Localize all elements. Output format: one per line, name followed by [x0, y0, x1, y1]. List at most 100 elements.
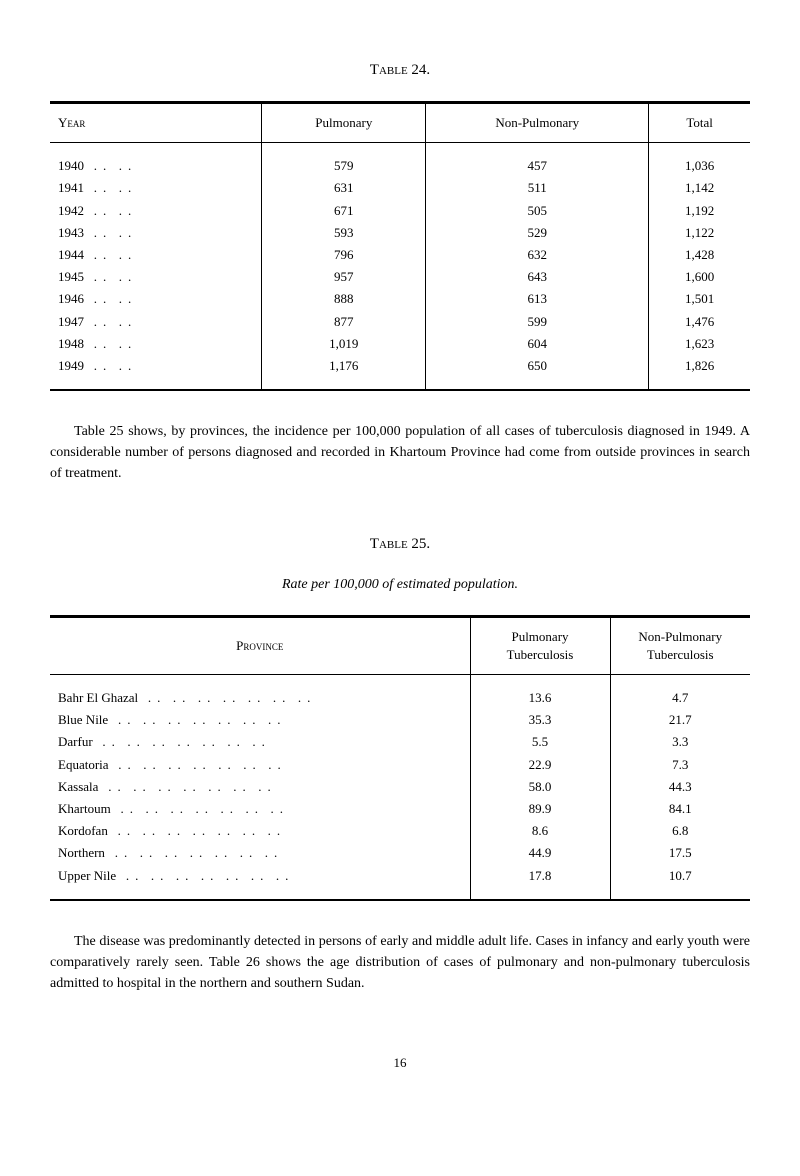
- table-row: 1945 .. ..9576431,600: [50, 266, 750, 288]
- total-cell: 1,476: [649, 311, 750, 333]
- table24-header-total: Total: [649, 103, 750, 143]
- pulmonary-cell: 13.6: [470, 687, 610, 709]
- table24-title: Table 24.: [50, 60, 750, 81]
- pulmonary-cell: 877: [262, 311, 426, 333]
- nonpulmonary-cell: 613: [426, 288, 649, 310]
- nonpulmonary-cell: 44.3: [610, 776, 750, 798]
- pulmonary-cell: 89.9: [470, 798, 610, 820]
- pulmonary-cell: 35.3: [470, 709, 610, 731]
- nonpulmonary-cell: 632: [426, 244, 649, 266]
- province-cell: Darfur .. .. .. .. .. .. ..: [50, 731, 470, 753]
- total-cell: 1,826: [649, 355, 750, 377]
- table25-header-nonpulmonary: Non-Pulmonary Tuberculosis: [610, 616, 750, 674]
- page-number: 16: [50, 1054, 750, 1072]
- paragraph2: The disease was predominantly detected i…: [50, 931, 750, 994]
- table-row: Bahr El Ghazal .. .. .. .. .. .. ..13.64…: [50, 687, 750, 709]
- table25-subtitle: Rate per 100,000 of estimated population…: [50, 575, 750, 595]
- year-cell: 1948 .. ..: [50, 333, 262, 355]
- pulmonary-cell: 8.6: [470, 820, 610, 842]
- total-cell: 1,142: [649, 177, 750, 199]
- province-cell: Kordofan .. .. .. .. .. .. ..: [50, 820, 470, 842]
- table-row: Blue Nile .. .. .. .. .. .. ..35.321.7: [50, 709, 750, 731]
- pulmonary-cell: 22.9: [470, 754, 610, 776]
- pulmonary-cell: 671: [262, 200, 426, 222]
- nonpulmonary-cell: 604: [426, 333, 649, 355]
- pulmonary-cell: 957: [262, 266, 426, 288]
- province-cell: Kassala .. .. .. .. .. .. ..: [50, 776, 470, 798]
- table-row: Kordofan .. .. .. .. .. .. ..8.66.8: [50, 820, 750, 842]
- pulmonary-cell: 1,176: [262, 355, 426, 377]
- table-row: 1949 .. ..1,1766501,826: [50, 355, 750, 377]
- total-cell: 1,600: [649, 266, 750, 288]
- pulmonary-cell: 888: [262, 288, 426, 310]
- nonpulmonary-cell: 3.3: [610, 731, 750, 753]
- table-row: Darfur .. .. .. .. .. .. ..5.53.3: [50, 731, 750, 753]
- province-cell: Bahr El Ghazal .. .. .. .. .. .. ..: [50, 687, 470, 709]
- year-cell: 1943 .. ..: [50, 222, 262, 244]
- table-row: 1943 .. ..5935291,122: [50, 222, 750, 244]
- total-cell: 1,122: [649, 222, 750, 244]
- nonpulmonary-cell: 7.3: [610, 754, 750, 776]
- nonpulmonary-cell: 529: [426, 222, 649, 244]
- nonpulmonary-cell: 17.5: [610, 842, 750, 864]
- table-row: 1940 .. ..5794571,036: [50, 155, 750, 177]
- table25: Province Pulmonary Tuberculosis Non-Pulm…: [50, 615, 750, 901]
- table-row: Khartoum .. .. .. .. .. .. ..89.984.1: [50, 798, 750, 820]
- table-row: 1947 .. ..8775991,476: [50, 311, 750, 333]
- nonpulmonary-cell: 10.7: [610, 865, 750, 887]
- table-row: 1942 .. ..6715051,192: [50, 200, 750, 222]
- table-row: 1948 .. ..1,0196041,623: [50, 333, 750, 355]
- nonpulmonary-cell: 84.1: [610, 798, 750, 820]
- pulmonary-cell: 579: [262, 155, 426, 177]
- year-cell: 1940 .. ..: [50, 155, 262, 177]
- table-row: Equatoria .. .. .. .. .. .. ..22.97.3: [50, 754, 750, 776]
- total-cell: 1,623: [649, 333, 750, 355]
- table-row: 1941 .. ..6315111,142: [50, 177, 750, 199]
- pulmonary-cell: 44.9: [470, 842, 610, 864]
- year-cell: 1941 .. ..: [50, 177, 262, 199]
- table25-title: Table 25.: [50, 534, 750, 555]
- nonpulmonary-cell: 505: [426, 200, 649, 222]
- total-cell: 1,428: [649, 244, 750, 266]
- year-cell: 1946 .. ..: [50, 288, 262, 310]
- nonpulmonary-cell: 4.7: [610, 687, 750, 709]
- nonpulmonary-cell: 21.7: [610, 709, 750, 731]
- table-row: 1946 .. ..8886131,501: [50, 288, 750, 310]
- pulmonary-cell: 58.0: [470, 776, 610, 798]
- table-row: 1944 .. ..7966321,428: [50, 244, 750, 266]
- province-cell: Blue Nile .. .. .. .. .. .. ..: [50, 709, 470, 731]
- table24-header-nonpulmonary: Non-Pulmonary: [426, 103, 649, 143]
- total-cell: 1,501: [649, 288, 750, 310]
- table25-header-pulmonary: Pulmonary Tuberculosis: [470, 616, 610, 674]
- province-cell: Equatoria .. .. .. .. .. .. ..: [50, 754, 470, 776]
- nonpulmonary-cell: 457: [426, 155, 649, 177]
- nonpulmonary-cell: 643: [426, 266, 649, 288]
- pulmonary-cell: 17.8: [470, 865, 610, 887]
- year-cell: 1945 .. ..: [50, 266, 262, 288]
- pulmonary-cell: 1,019: [262, 333, 426, 355]
- nonpulmonary-cell: 6.8: [610, 820, 750, 842]
- nonpulmonary-cell: 650: [426, 355, 649, 377]
- nonpulmonary-cell: 599: [426, 311, 649, 333]
- nonpulmonary-cell: 511: [426, 177, 649, 199]
- table-row: Upper Nile .. .. .. .. .. .. ..17.810.7: [50, 865, 750, 887]
- table-row: Northern .. .. .. .. .. .. ..44.917.5: [50, 842, 750, 864]
- province-cell: Khartoum .. .. .. .. .. .. ..: [50, 798, 470, 820]
- paragraph1: Table 25 shows, by provinces, the incide…: [50, 421, 750, 484]
- pulmonary-cell: 593: [262, 222, 426, 244]
- table24: Year Pulmonary Non-Pulmonary Total 1940 …: [50, 101, 750, 391]
- pulmonary-cell: 796: [262, 244, 426, 266]
- year-cell: 1949 .. ..: [50, 355, 262, 377]
- year-cell: 1944 .. ..: [50, 244, 262, 266]
- table-row: Kassala .. .. .. .. .. .. ..58.044.3: [50, 776, 750, 798]
- year-cell: 1947 .. ..: [50, 311, 262, 333]
- table24-header-pulmonary: Pulmonary: [262, 103, 426, 143]
- table24-header-year: Year: [50, 103, 262, 143]
- pulmonary-cell: 631: [262, 177, 426, 199]
- total-cell: 1,192: [649, 200, 750, 222]
- province-cell: Northern .. .. .. .. .. .. ..: [50, 842, 470, 864]
- pulmonary-cell: 5.5: [470, 731, 610, 753]
- year-cell: 1942 .. ..: [50, 200, 262, 222]
- total-cell: 1,036: [649, 155, 750, 177]
- table25-header-province: Province: [50, 616, 470, 674]
